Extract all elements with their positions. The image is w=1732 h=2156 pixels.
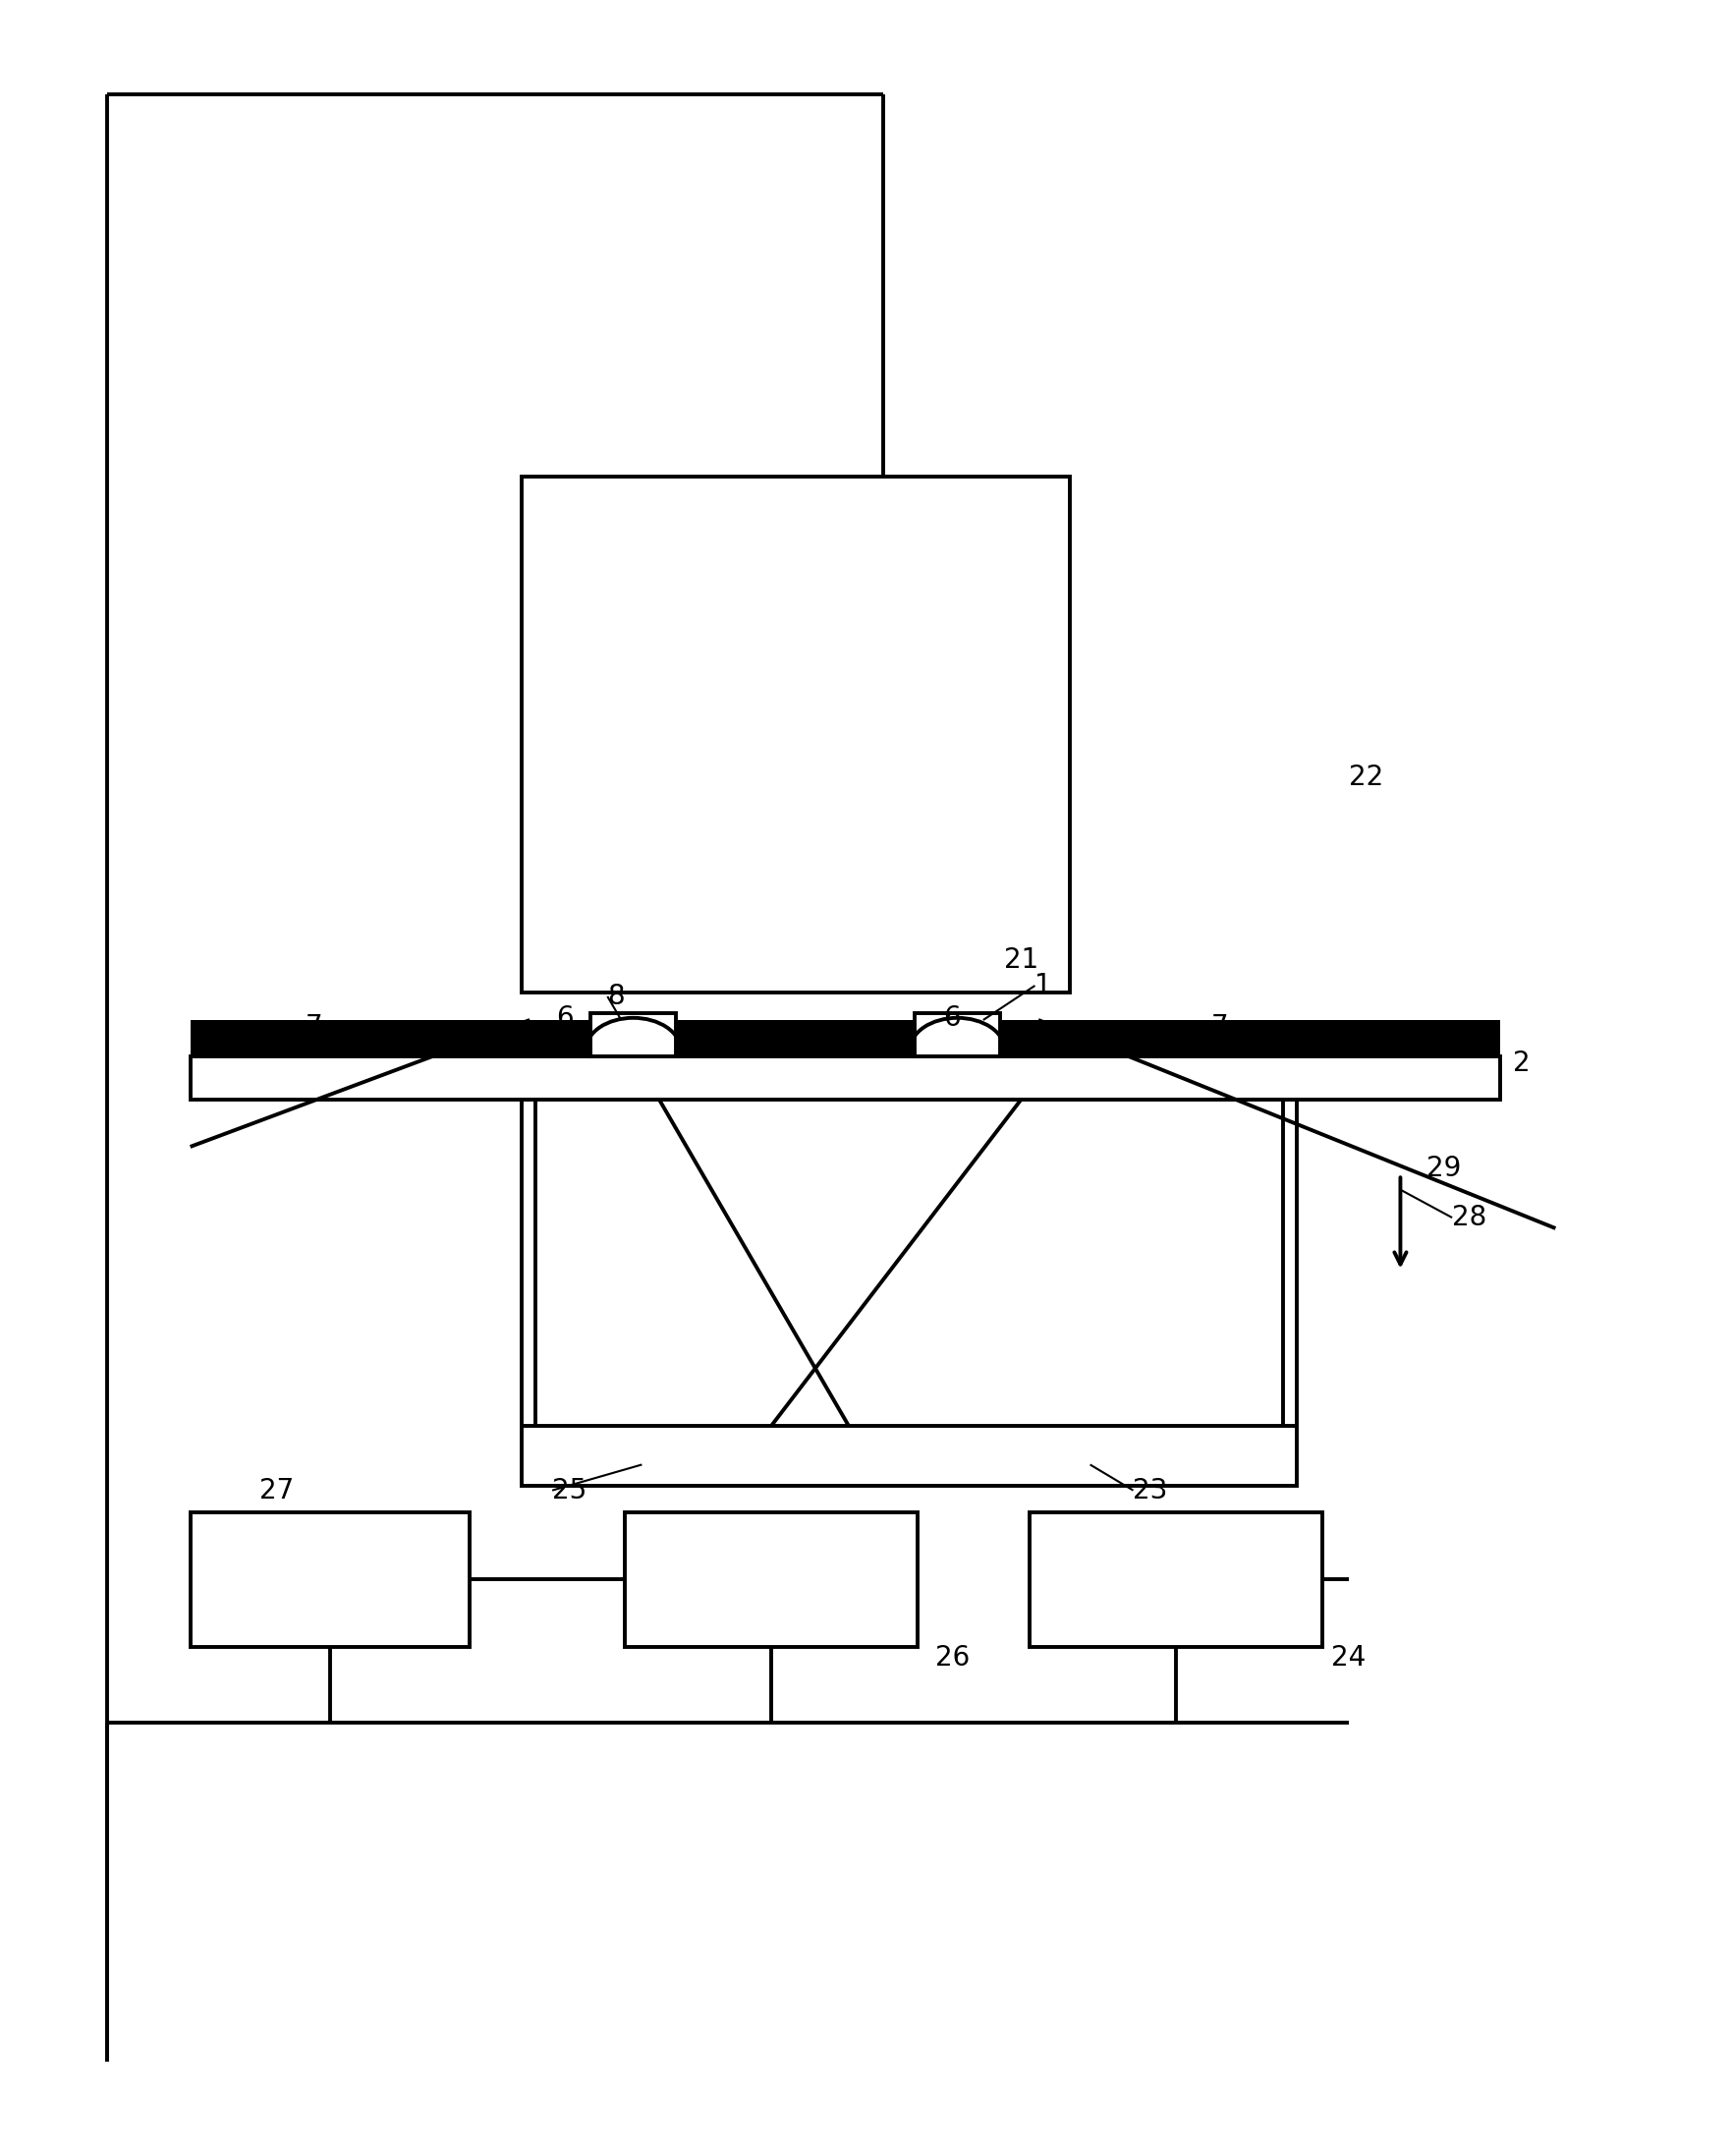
Bar [521,1100,1297,1485]
Bar [191,1056,1500,1100]
Text: 8: 8 [608,983,625,1011]
Bar [191,1020,1500,1056]
Text: 26: 26 [935,1645,970,1671]
Text: 2: 2 [1512,1050,1529,1076]
Text: 6: 6 [556,1005,573,1031]
Text: 7: 7 [1211,1013,1228,1039]
Text: 28: 28 [1451,1203,1486,1231]
Text: 29: 29 [1425,1153,1462,1181]
Text: 6: 6 [944,1005,961,1031]
Text: 22: 22 [1349,763,1384,791]
Bar [625,1511,918,1647]
Bar [191,1511,469,1647]
Bar [591,1013,677,1056]
Text: 1: 1 [1036,972,1053,1000]
Bar [521,476,1069,992]
Text: 21: 21 [1005,946,1039,975]
Bar [1031,1511,1323,1647]
Text: 7: 7 [307,1013,324,1039]
Bar [914,1013,1001,1056]
Text: 27: 27 [260,1477,294,1505]
Text: 25: 25 [553,1477,587,1505]
Text: 23: 23 [1133,1477,1167,1505]
Text: 24: 24 [1332,1645,1367,1671]
